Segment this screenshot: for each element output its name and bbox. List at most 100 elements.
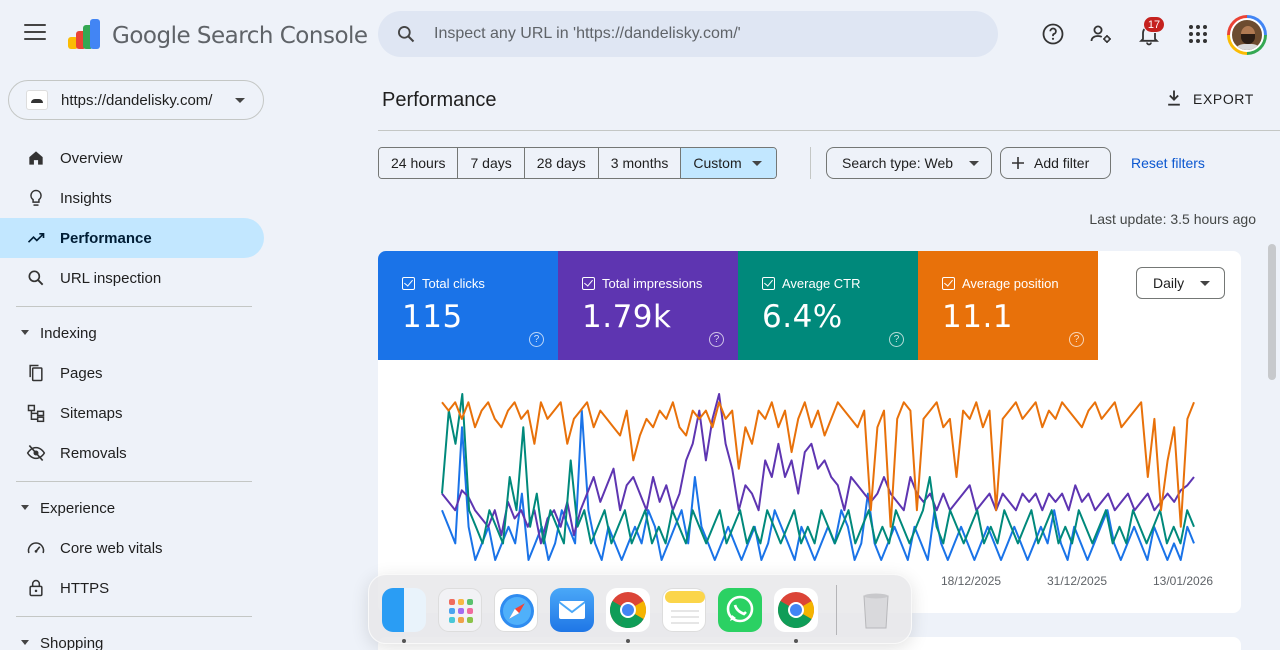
- app-title: Google Search Console: [112, 23, 368, 49]
- chrome-icon[interactable]: [606, 588, 650, 632]
- sidebar-item-performance[interactable]: Performance: [0, 218, 264, 258]
- search-icon: [398, 26, 415, 43]
- export-label: EXPORT: [1193, 91, 1254, 107]
- property-favicon: [26, 90, 48, 110]
- sidebar-item-https[interactable]: HTTPS: [0, 568, 264, 608]
- range-custom[interactable]: Custom: [681, 148, 776, 178]
- trash-icon[interactable]: [854, 588, 898, 632]
- metric-label: Average position: [962, 276, 1059, 291]
- account-avatar[interactable]: [1227, 15, 1267, 55]
- x-tick-label: 18/12/2025: [941, 574, 1002, 588]
- section-label: Experience: [40, 500, 116, 517]
- lock-icon: [29, 579, 43, 597]
- finder-icon[interactable]: [382, 588, 426, 632]
- range-custom-label: Custom: [693, 155, 742, 171]
- range-24-hours[interactable]: 24 hours: [379, 148, 459, 178]
- running-indicator: [794, 639, 798, 643]
- sidebar-item-label: Overview: [60, 150, 123, 167]
- section-label: Shopping: [40, 635, 104, 650]
- property-url: https://dandelisky.com/: [61, 92, 213, 109]
- checkbox-icon: [582, 277, 595, 290]
- help-icon[interactable]: ?: [529, 332, 544, 347]
- x-tick-label: 31/12/2025: [1047, 574, 1108, 588]
- granularity-label: Daily: [1153, 275, 1185, 291]
- help-icon[interactable]: [1041, 22, 1065, 46]
- section-label: Indexing: [40, 325, 97, 342]
- notification-badge: 17: [1143, 16, 1165, 33]
- sidebar-item-label: Sitemaps: [60, 405, 123, 422]
- sidebar-item-label: Performance: [60, 230, 152, 247]
- sidebar-item-url-inspection[interactable]: URL inspection: [0, 258, 264, 298]
- sidebar-item-core-web-vitals[interactable]: Core web vitals: [0, 528, 264, 568]
- collapse-icon: [21, 330, 29, 335]
- search-console-logo: [68, 19, 100, 49]
- sidebar-item-pages[interactable]: Pages: [0, 353, 264, 393]
- sidebar-item-label: Core web vitals: [60, 540, 163, 557]
- help-icon[interactable]: ?: [709, 332, 724, 347]
- export-button[interactable]: EXPORT: [1160, 86, 1260, 112]
- chevron-down-icon: [751, 161, 762, 166]
- metric-total-impressions[interactable]: Total impressions 1.79k ?: [558, 251, 738, 360]
- safari-icon[interactable]: [494, 588, 538, 632]
- notes-icon[interactable]: [662, 588, 706, 632]
- filter-separator: [810, 147, 811, 179]
- sidebar-item-removals[interactable]: Removals: [0, 433, 264, 473]
- whatsapp-icon[interactable]: [718, 588, 762, 632]
- chrome-icon[interactable]: [774, 588, 818, 632]
- metric-average-ctr[interactable]: Average CTR 6.4% ?: [738, 251, 918, 360]
- sidebar-item-insights[interactable]: Insights: [0, 178, 264, 218]
- search-type-label: Search type: Web: [842, 155, 954, 171]
- apps-grid-icon[interactable]: [1186, 22, 1210, 46]
- metric-label: Total impressions: [602, 276, 703, 291]
- x-tick-label: 13/01/2026: [1153, 574, 1214, 588]
- collapse-icon: [21, 505, 29, 510]
- property-selector[interactable]: https://dandelisky.com/: [8, 80, 264, 120]
- range-28-days[interactable]: 28 days: [524, 148, 599, 178]
- eye-off-icon: [26, 444, 46, 462]
- section-shopping[interactable]: Shopping: [0, 628, 264, 650]
- search-icon: [28, 270, 44, 286]
- add-filter-label: Add filter: [1034, 155, 1090, 171]
- sidebar-item-label: Removals: [60, 445, 127, 462]
- series-line-average-position: [441, 401, 1195, 528]
- mail-icon[interactable]: [550, 588, 594, 632]
- plus-icon: [1012, 157, 1024, 169]
- manage-users-icon[interactable]: [1089, 22, 1113, 46]
- launchpad-icon[interactable]: [438, 588, 482, 632]
- last-update-text: Last update: 3.5 hours ago: [1089, 211, 1256, 227]
- metric-label: Total clicks: [422, 276, 485, 291]
- metric-value: 11.1: [942, 299, 1014, 335]
- performance-line-chart: [441, 393, 1195, 561]
- sidebar-item-label: Insights: [60, 190, 112, 207]
- help-icon[interactable]: ?: [1069, 332, 1084, 347]
- performance-chart-card: Total clicks 115 ? Total impressions 1.7…: [378, 251, 1241, 613]
- main-menu-icon[interactable]: [24, 24, 46, 44]
- sidebar-divider: [16, 306, 252, 307]
- collapse-icon: [21, 640, 29, 645]
- range-7-days[interactable]: 7 days: [458, 148, 525, 178]
- sidebar-item-overview[interactable]: Overview: [0, 138, 264, 178]
- add-filter-button[interactable]: Add filter: [1000, 147, 1111, 179]
- metric-value: 1.79k: [582, 299, 672, 335]
- sidebar-item-sitemaps[interactable]: Sitemaps: [0, 393, 264, 433]
- dock: [368, 574, 912, 644]
- metric-average-position[interactable]: Average position 11.1 ?: [918, 251, 1098, 360]
- section-indexing[interactable]: Indexing: [0, 318, 264, 348]
- page-scrollbar[interactable]: [1268, 244, 1276, 380]
- metric-total-clicks[interactable]: Total clicks 115 ?: [378, 251, 558, 360]
- chevron-down-icon: [235, 98, 245, 103]
- granularity-dropdown[interactable]: Daily: [1136, 267, 1225, 299]
- metric-label: Average CTR: [782, 276, 861, 291]
- reset-filters-link[interactable]: Reset filters: [1131, 155, 1205, 171]
- range-3-months[interactable]: 3 months: [598, 148, 682, 178]
- series-line-total-clicks: [441, 409, 1195, 561]
- download-icon: [1168, 90, 1180, 106]
- sidebar-item-label: HTTPS: [60, 580, 110, 597]
- search-type-filter[interactable]: Search type: Web: [826, 147, 992, 179]
- checkbox-icon: [402, 277, 415, 290]
- url-inspection-search[interactable]: Inspect any URL in 'https://dandelisky.c…: [378, 11, 998, 57]
- series-line-average-ctr: [441, 393, 1195, 545]
- section-experience[interactable]: Experience: [0, 493, 264, 523]
- sitemap-icon: [27, 404, 45, 423]
- help-icon[interactable]: ?: [889, 332, 904, 347]
